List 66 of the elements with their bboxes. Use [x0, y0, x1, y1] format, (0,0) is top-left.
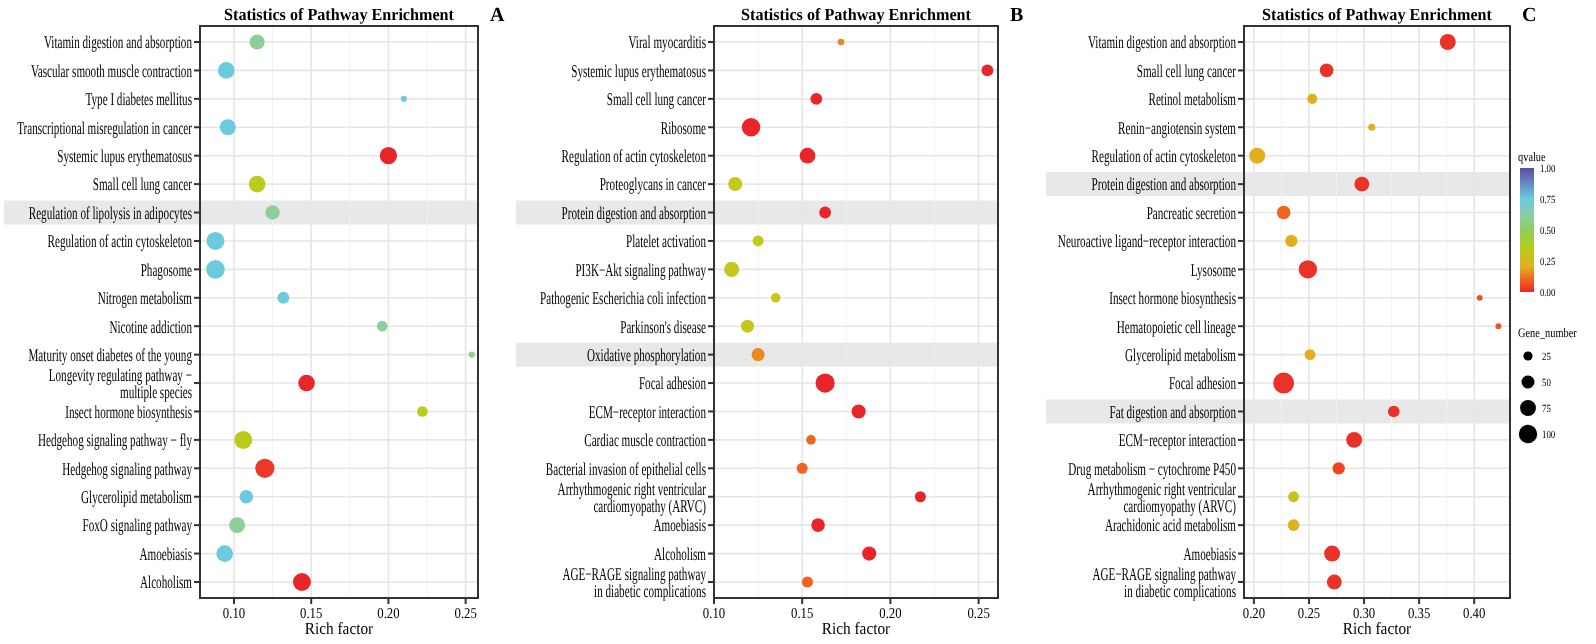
y-tick-label: Phagosome — [140, 258, 194, 281]
y-tick-label: Pathogenic Escherichia coli infection — [540, 287, 707, 309]
y-tick-label: Regulation of actin cytoskeleton — [561, 145, 707, 167]
y-tick-label: Hematopoietic cell lineage — [1116, 315, 1238, 338]
y-tick-label: Bacterial invasion of epithelial cells — [545, 457, 707, 480]
y-tick-label: Longevity regulating pathway − multiple species — [48, 363, 193, 403]
y-tick-label: Protein digestion and absorption — [1091, 173, 1237, 196]
y-tick-label: AGE−RAGE signaling pathway in diabetic complications — [1092, 562, 1237, 602]
y-tick-label: Neuroactive ligand−receptor interaction — [1057, 230, 1237, 253]
y-tick-label: Cardiac muscle contraction — [584, 429, 707, 451]
y-tick-label: FoxO signaling pathway — [82, 514, 193, 537]
y-tick-label: Parkinson's disease — [620, 315, 708, 338]
y-tick-label: Protein digestion and absorption — [561, 202, 707, 224]
x-axis-title: Rich factor — [1342, 619, 1412, 639]
y-tick-label: Lysosome — [1190, 258, 1238, 281]
y-tick-label: Amoebiasis — [139, 543, 193, 565]
y-tick-label: Arrhythmogenic right ventricular cardiomyopathy (ARVC) — [1087, 477, 1237, 517]
y-tick-label: Small cell lung cancer — [92, 173, 193, 196]
x-axis-title: Rich factor — [304, 619, 374, 639]
y-tick-label: Ribosome — [660, 116, 708, 139]
y-tick-label: Vitamin digestion and absorption — [1087, 31, 1237, 54]
y-tick-label: Renin−angiotensin system — [1118, 116, 1237, 139]
y-tick-label: Vitamin digestion and absorption — [43, 31, 193, 54]
y-tick-label: Hedgehog signaling pathway − fly — [37, 429, 193, 451]
text: C — [1522, 5, 1537, 27]
y-tick-label: Drug metabolism − cytochrome P450 — [1068, 457, 1237, 480]
y-tick-label: Systemic lupus erythematosus — [571, 59, 707, 82]
y-tick-label: Small cell lung cancer — [606, 88, 707, 110]
y-tick-label: Vascular smooth muscle contraction — [30, 59, 193, 82]
y-tick-label: Hedgehog signaling pathway — [62, 457, 193, 480]
y-tick-label: Alcoholism — [140, 571, 193, 594]
y-tick-label: Viral myocarditis — [628, 31, 707, 54]
y-tick-label: Retinol metabolism — [1148, 88, 1237, 110]
y-tick-label: PI3K−Akt signaling pathway — [575, 258, 707, 281]
y-tick-label: Transcriptional misregulation in cancer — [17, 116, 193, 139]
y-tick-label: Oxidative phosphorylation — [586, 344, 707, 366]
y-tick-label: Type I diabetes mellitus — [85, 88, 193, 110]
text: B — [1010, 5, 1024, 27]
y-tick-label: Insect hormone biosynthesis — [1109, 287, 1237, 309]
y-tick-label: Regulation of lipolysis in adipocytes — [28, 202, 193, 224]
y-tick-label: Amoebiasis — [653, 514, 707, 537]
y-tick-label: Maturity onset diabetes of the young — [28, 344, 193, 366]
y-tick-label: Glycerolipid metabolism — [81, 486, 193, 508]
y-tick-label: Small cell lung cancer — [1136, 59, 1237, 82]
y-tick-label: Fat digestion and absorption — [1109, 400, 1237, 423]
text: A — [490, 5, 506, 27]
y-tick-label: Focal adhesion — [1168, 372, 1237, 395]
y-tick-label: Regulation of actin cytoskeleton — [47, 230, 193, 253]
x-axis-title: Rich factor — [821, 619, 891, 639]
y-tick-label: Systemic lupus erythematosus — [57, 145, 193, 167]
y-tick-label: ECM−receptor interaction — [1118, 429, 1237, 451]
y-tick-label: Alcoholism — [654, 543, 707, 565]
y-tick-label: Insect hormone biosynthesis — [65, 400, 193, 423]
y-tick-label: Amoebiasis — [1183, 543, 1237, 565]
y-tick-label: Pancreatic secretion — [1146, 202, 1237, 224]
y-tick-label: Nitrogen metabolism — [97, 287, 193, 309]
y-tick-label: Glycerolipid metabolism — [1125, 344, 1237, 366]
y-tick-label: Nicotine addiction — [109, 315, 193, 338]
y-tick-label: Proteoglycans in cancer — [599, 173, 707, 196]
y-tick-label: Platelet activation — [625, 230, 707, 253]
y-tick-label: AGE−RAGE signaling pathway in diabetic complications — [562, 562, 707, 602]
y-tick-label: Focal adhesion — [638, 372, 707, 395]
y-tick-label: Arachidonic acid metabolism — [1104, 514, 1237, 537]
y-tick-label: Arrhythmogenic right ventricular cardiomyopathy (ARVC) — [557, 477, 707, 517]
y-tick-label: Regulation of actin cytoskeleton — [1091, 145, 1237, 167]
y-tick-label: ECM−receptor interaction — [588, 400, 707, 423]
